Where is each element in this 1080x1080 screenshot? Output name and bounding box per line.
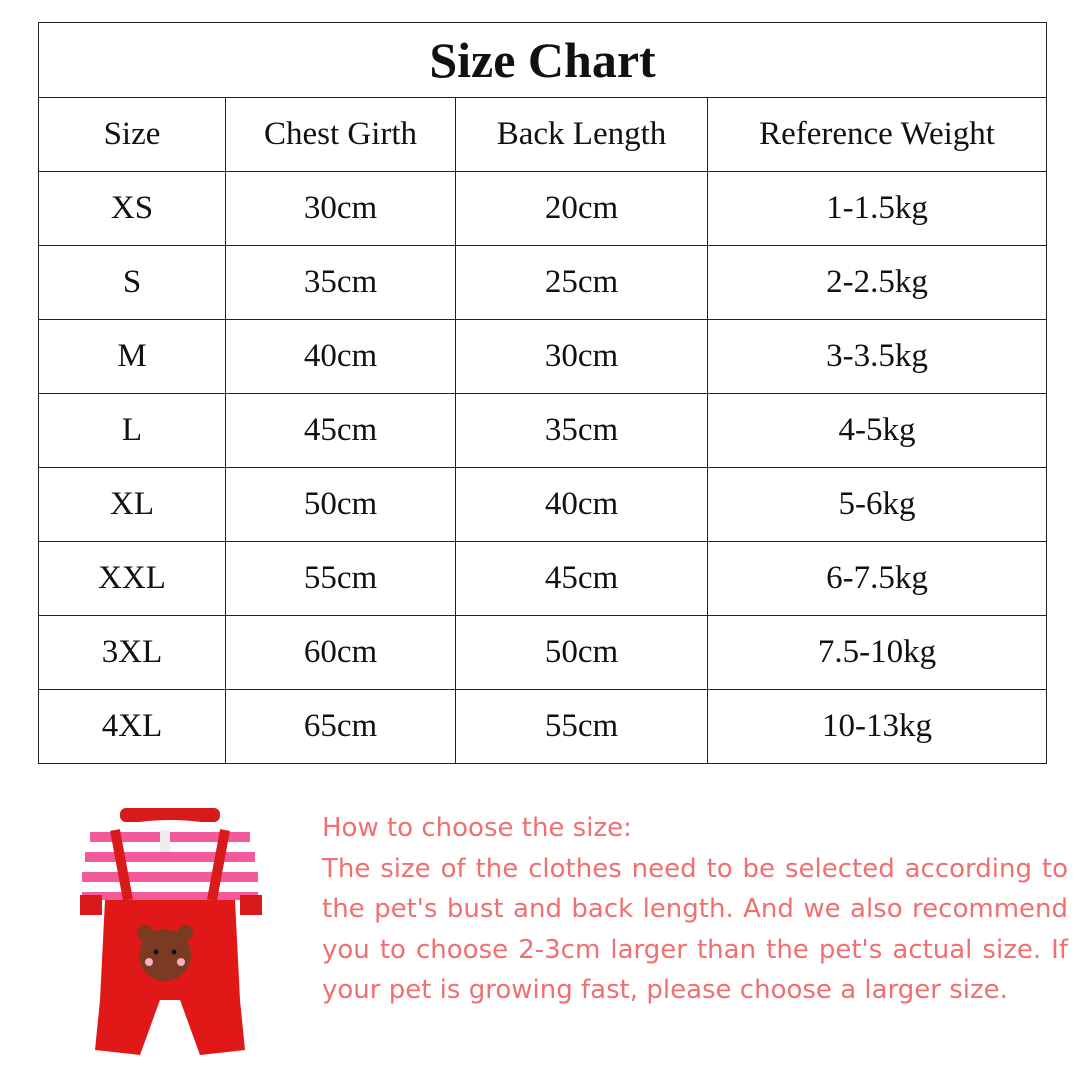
- cell-reference-weight: 1-1.5kg: [706, 171, 1048, 246]
- table-row: M 40cm 30cm 3-3.5kg: [38, 319, 1048, 394]
- cell-chest-girth: 30cm: [225, 171, 456, 246]
- table-row: 3XL 60cm 50cm 7.5-10kg: [38, 615, 1048, 690]
- cell-reference-weight: 5-6kg: [706, 467, 1048, 542]
- cell-reference-weight: 10-13kg: [706, 689, 1048, 764]
- cell-chest-girth: 45cm: [225, 393, 456, 468]
- header-chest-girth: Chest Girth: [225, 97, 456, 172]
- cell-chest-girth: 55cm: [225, 541, 456, 616]
- cell-size: L: [38, 393, 226, 468]
- table-row: XS 30cm 20cm 1-1.5kg: [38, 171, 1048, 246]
- cell-reference-weight: 4-5kg: [706, 393, 1048, 468]
- cell-size: XL: [38, 467, 226, 542]
- cell-reference-weight: 7.5-10kg: [706, 615, 1048, 690]
- table-row: S 35cm 25cm 2-2.5kg: [38, 245, 1048, 320]
- cell-chest-girth: 35cm: [225, 245, 456, 320]
- cell-back-length: 50cm: [455, 615, 708, 690]
- cell-chest-girth: 50cm: [225, 467, 456, 542]
- cell-size: 3XL: [38, 615, 226, 690]
- chart-title: Size Chart: [37, 22, 1048, 98]
- cell-back-length: 35cm: [455, 393, 708, 468]
- header-row: Size Chest Girth Back Length Reference W…: [38, 97, 1048, 172]
- pet-overalls-image: [80, 808, 262, 1055]
- cell-back-length: 55cm: [455, 689, 708, 764]
- cell-size: S: [38, 245, 226, 320]
- cell-reference-weight: 6-7.5kg: [706, 541, 1048, 616]
- howto-heading: How to choose the size:: [322, 813, 632, 843]
- cell-size: M: [38, 319, 226, 394]
- cell-back-length: 45cm: [455, 541, 708, 616]
- cell-size: XS: [38, 171, 226, 246]
- how-to-choose-size: How to choose the size: The size of the …: [322, 808, 1068, 1011]
- header-size: Size: [38, 97, 226, 172]
- cell-back-length: 30cm: [455, 319, 708, 394]
- table-row: 4XL 65cm 55cm 10-13kg: [38, 689, 1048, 764]
- size-chart-table: Size Chart Size Chest Girth Back Length …: [37, 22, 1048, 764]
- cell-back-length: 40cm: [455, 467, 708, 542]
- howto-body: The size of the clothes need to be selec…: [322, 853, 1068, 1006]
- cell-reference-weight: 3-3.5kg: [706, 319, 1048, 394]
- table-row: XL 50cm 40cm 5-6kg: [38, 467, 1048, 542]
- cell-reference-weight: 2-2.5kg: [706, 245, 1048, 320]
- cell-chest-girth: 40cm: [225, 319, 456, 394]
- cell-back-length: 20cm: [455, 171, 708, 246]
- cell-chest-girth: 60cm: [225, 615, 456, 690]
- header-back-length: Back Length: [455, 97, 708, 172]
- header-reference-weight: Reference Weight: [706, 97, 1048, 172]
- cell-chest-girth: 65cm: [225, 689, 456, 764]
- cell-size: XXL: [38, 541, 226, 616]
- table-row: XXL 55cm 45cm 6-7.5kg: [38, 541, 1048, 616]
- cell-back-length: 25cm: [455, 245, 708, 320]
- table-row: L 45cm 35cm 4-5kg: [38, 393, 1048, 468]
- cell-size: 4XL: [38, 689, 226, 764]
